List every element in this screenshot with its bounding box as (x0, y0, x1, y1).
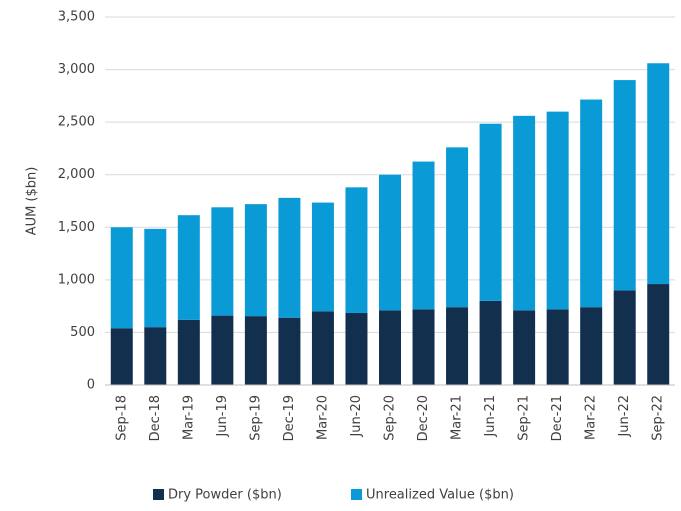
bar-segment (379, 174, 401, 311)
bar-segment (513, 310, 536, 385)
bar-segment (513, 115, 536, 311)
x-tick-label: Mar-22 (584, 395, 599, 440)
x-tick-label: Jun-20 (349, 395, 364, 438)
bar-segment (244, 204, 267, 317)
y-tick-label: 2,000 (58, 167, 95, 182)
x-tick-label: Jun-19 (215, 395, 230, 438)
bar-segment (311, 202, 334, 312)
x-tick-label: Dec-18 (148, 395, 163, 441)
x-tick-label: Sep-19 (248, 395, 263, 441)
bar-segment (345, 312, 368, 385)
y-tick-label: 3,500 (58, 10, 95, 25)
y-tick-label: 500 (70, 325, 95, 340)
x-tick-label: Mar-19 (181, 395, 196, 440)
x-tick-label: Mar-21 (450, 395, 465, 440)
bar-segment (278, 317, 301, 385)
bar-segment (345, 187, 368, 313)
y-axis-label: AUM ($bn) (25, 167, 40, 236)
bar-segment (446, 147, 469, 308)
legend-swatch (153, 489, 164, 500)
bar-segment (177, 215, 200, 320)
bar-segment (580, 307, 603, 385)
x-tick-label: Sep-21 (517, 395, 532, 441)
x-tick-label: Jun-21 (483, 395, 498, 438)
x-tick-label: Sep-18 (114, 395, 129, 441)
bar-segment (412, 161, 435, 310)
bar-segment (546, 111, 569, 310)
x-tick-label: Sep-22 (651, 395, 666, 441)
x-tick-label: Dec-19 (282, 395, 297, 441)
x-tick-label: Sep-20 (383, 395, 398, 441)
bar-segment (546, 309, 569, 385)
legend-label: Unrealized Value ($bn) (366, 488, 514, 503)
bar-segment (177, 319, 200, 385)
y-tick-label: 1,500 (58, 220, 95, 235)
y-tick-label: 2,500 (58, 115, 95, 130)
bar-segment (412, 309, 435, 385)
x-tick-label: Jun-22 (617, 395, 632, 438)
y-tick-label: 0 (87, 378, 95, 393)
bar-segment (211, 207, 234, 316)
bar-segment (479, 300, 502, 385)
x-tick-label: Mar-20 (315, 395, 330, 440)
bar-segment (580, 99, 603, 308)
bar-segment (647, 63, 670, 285)
bar-segment (311, 311, 334, 385)
legend-label: Dry Powder ($bn) (168, 488, 282, 503)
bar-segment (144, 327, 167, 385)
y-tick-label: 1,000 (58, 272, 95, 287)
x-tick-label: Dec-21 (550, 395, 565, 441)
bar-segment (479, 123, 502, 301)
bar-segment (144, 228, 167, 328)
bar-segment (647, 284, 670, 385)
bar-segment (379, 310, 401, 385)
legend-swatch (351, 489, 362, 500)
bar-segment (278, 197, 301, 318)
bar-segment (244, 316, 267, 385)
y-tick-label: 3,000 (58, 62, 95, 77)
bar-segment (211, 315, 234, 385)
x-tick-label: Dec-20 (416, 395, 431, 441)
bar-segment (613, 80, 636, 291)
bar-segment (613, 290, 636, 385)
bar-segment (446, 307, 469, 385)
bar-segment (110, 328, 133, 385)
bar-segment (110, 227, 133, 329)
